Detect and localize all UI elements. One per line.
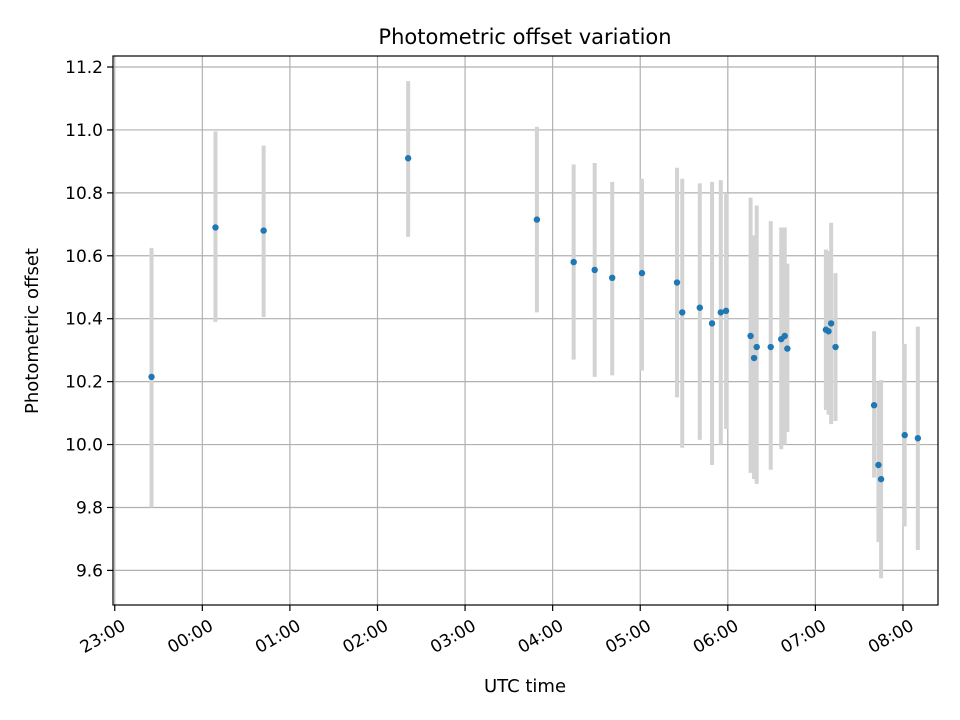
data-point <box>870 402 878 409</box>
data-point <box>570 258 577 266</box>
data-point <box>722 307 730 315</box>
data-point <box>877 475 885 483</box>
data-point <box>832 343 839 351</box>
y-tick-label: 11.2 <box>65 58 103 78</box>
plot-frame <box>112 55 939 606</box>
y-axis-ticks: 9.6 9.8 10.0 10.2 10.4 10.6 10.8 11.0 11.2 <box>65 58 113 581</box>
data-point <box>708 320 716 327</box>
y-tick-label: 10.8 <box>65 184 103 204</box>
data-point <box>696 304 703 311</box>
data-point <box>673 279 681 286</box>
data-point <box>750 354 758 362</box>
grid-lines <box>113 56 938 605</box>
data-point <box>781 332 788 340</box>
data-point <box>753 343 760 351</box>
data-point <box>901 431 908 439</box>
data-point <box>784 345 791 352</box>
data-points <box>148 155 922 483</box>
data-point <box>914 435 922 442</box>
data-point <box>591 266 598 274</box>
y-tick-label: 10.0 <box>65 436 103 456</box>
data-point <box>533 216 541 223</box>
data-point <box>767 343 774 351</box>
y-tick-label: 10.6 <box>65 247 103 267</box>
data-point <box>609 274 616 282</box>
y-tick-label: 9.8 <box>76 498 103 518</box>
data-point <box>212 224 219 231</box>
data-point <box>260 227 267 234</box>
data-point <box>717 309 725 316</box>
y-tick-label: 9.6 <box>76 561 103 581</box>
x-axis-title: UTC time <box>484 676 566 697</box>
data-point <box>875 461 882 469</box>
chart-title: Photometric offset variation <box>378 25 671 49</box>
data-point <box>825 328 832 335</box>
y-axis-title: Photometric offset <box>22 248 43 414</box>
data-point <box>827 320 835 327</box>
data-point <box>148 373 155 381</box>
y-tick-label: 11.0 <box>65 121 103 141</box>
data-point <box>638 269 646 277</box>
data-point <box>679 309 686 316</box>
y-tick-label: 10.2 <box>65 373 103 393</box>
y-tick-label: 10.4 <box>65 310 103 330</box>
data-point <box>747 332 754 340</box>
data-point <box>404 155 412 162</box>
